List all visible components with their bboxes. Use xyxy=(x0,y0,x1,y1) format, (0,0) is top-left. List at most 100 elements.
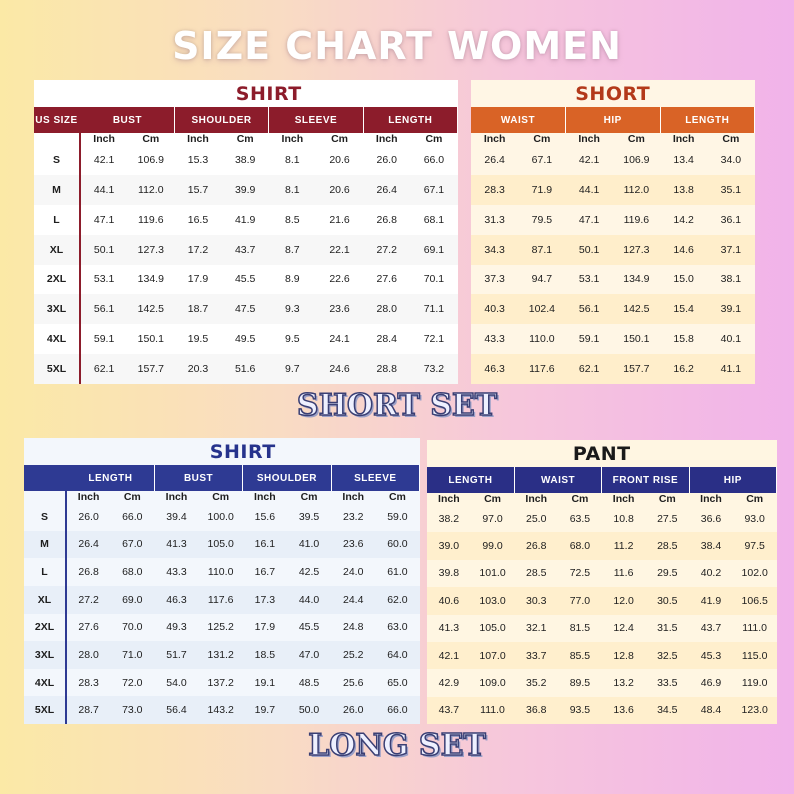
measurement-value: 48.5 xyxy=(286,668,332,697)
table-title: SHORT xyxy=(471,80,755,107)
measurement-value: 24.8 xyxy=(331,613,376,642)
measurement-value: 87.1 xyxy=(518,234,566,265)
measurement-value: 39.1 xyxy=(707,294,755,325)
measurement-header-row: WAIST HIP LENGTH xyxy=(471,107,755,133)
measurement-value: 119.6 xyxy=(127,204,175,235)
measurement-value: 24.0 xyxy=(331,558,376,586)
measurement-value: 51.6 xyxy=(221,354,269,384)
size-label: 2XL xyxy=(34,264,81,295)
measurement-value: 102.4 xyxy=(518,294,566,325)
unit-label: Cm xyxy=(123,491,141,503)
size-label: 5XL xyxy=(34,354,81,384)
blank-cell xyxy=(34,80,80,107)
size-table: SHIRT US SIZE BUST SHOULDER SLEEVE LENGTH Inch… xyxy=(34,80,459,384)
measurement-value: 112.0 xyxy=(612,174,660,205)
measurement-value: 46.3 xyxy=(154,585,199,614)
measurement-value: 15.3 xyxy=(174,145,222,175)
measurement-value: 47.5 xyxy=(221,294,269,325)
short-set-label: SHORT SET xyxy=(296,387,498,424)
measurement-value: 21.6 xyxy=(315,204,364,235)
table-row: XL 50.1 127.3 17.2 43.7 8.7 22.1 27.2 69.1 xyxy=(34,234,458,265)
measurement-value: 41.0 xyxy=(286,530,332,559)
table-title-row: SHORT xyxy=(471,80,755,107)
measurement-header: SHOULDER xyxy=(174,107,270,133)
table-row: 39.8 101.0 28.5 72.5 11.6 29.5 40.2 102.0 xyxy=(427,559,777,588)
measurement-value: 27.2 xyxy=(363,234,411,265)
measurement-value: 97.5 xyxy=(732,532,777,560)
measurement-value: 73.2 xyxy=(410,354,458,384)
short-set-short-table: SHORT WAIST HIP LENGTH Inch Cm Inch Cm Inch Cm 26.… xyxy=(471,80,755,384)
measurement-value: 23.2 xyxy=(331,503,376,531)
measurement-value: 17.9 xyxy=(174,264,222,295)
measurement-value: 14.2 xyxy=(660,204,708,235)
measurement-value: 72.5 xyxy=(558,559,602,588)
measurement-value: 38.9 xyxy=(221,145,269,175)
measurement-value: 72.1 xyxy=(410,324,458,355)
measurement-value: 50.1 xyxy=(80,234,128,265)
measurement-value: 50.0 xyxy=(286,696,332,724)
table-row: 4XL 59.1 150.1 19.5 49.5 9.5 24.1 28.4 72.1 xyxy=(34,324,458,355)
measurement-value: 38.2 xyxy=(427,505,471,533)
measurement-value: 38.4 xyxy=(689,532,733,560)
measurement-value: 9.7 xyxy=(268,354,316,384)
measurement-header: BUST xyxy=(80,107,175,133)
measurement-value: 49.5 xyxy=(221,324,269,355)
measurement-value: 23.6 xyxy=(315,294,364,325)
measurement-header: LENGTH xyxy=(660,107,755,133)
measurement-value: 28.7 xyxy=(66,696,111,724)
measurement-value: 15.4 xyxy=(660,294,708,325)
measurement-value: 18.5 xyxy=(242,641,287,669)
measurement-value: 150.1 xyxy=(612,324,660,355)
size-label: 2XL xyxy=(24,613,67,642)
measurement-value: 39.0 xyxy=(427,532,471,560)
measurement-value: 16.5 xyxy=(174,204,222,235)
measurement-value: 117.6 xyxy=(198,585,243,614)
measurement-value: 26.0 xyxy=(331,696,376,724)
table-row: 43.3 110.0 59.1 150.1 15.8 40.1 xyxy=(471,324,755,355)
measurement-value: 24.1 xyxy=(315,324,364,355)
measurement-value: 42.9 xyxy=(427,669,471,697)
measurement-value: 94.7 xyxy=(518,264,566,295)
measurement-value: 41.9 xyxy=(221,204,269,235)
table-row: S 26.0 66.0 39.4 100.0 15.6 39.5 23.2 59.0 xyxy=(24,503,420,531)
table-row: 2XL 27.6 70.0 49.3 125.2 17.9 45.5 24.8 63.0 xyxy=(24,613,420,642)
unit-label: Cm xyxy=(212,491,230,503)
measurement-value: 26.8 xyxy=(514,532,559,560)
table-row: 2XL 53.1 134.9 17.9 45.5 8.9 22.6 27.6 70.1 xyxy=(34,264,458,295)
measurement-value: 28.3 xyxy=(471,174,519,205)
measurement-value: 119.0 xyxy=(732,669,777,697)
measurement-value: 112.0 xyxy=(127,174,175,205)
measurement-value: 26.0 xyxy=(66,503,111,531)
size-label: 5XL xyxy=(24,696,67,724)
short-set-shirt-table: SHIRT US SIZE BUST SHOULDER SLEEVE LENGTH Inch… xyxy=(34,80,459,384)
measurement-value: 106.5 xyxy=(732,587,777,615)
unit-label: Inch xyxy=(612,493,635,505)
blank-cell xyxy=(24,438,66,465)
unit-label: Inch xyxy=(77,491,100,503)
measurement-value: 28.3 xyxy=(66,668,111,697)
measurement-value: 89.5 xyxy=(558,669,602,697)
measurement-value: 37.1 xyxy=(707,234,755,265)
table-row: 3XL 56.1 142.5 18.7 47.5 9.3 23.6 28.0 71.1 xyxy=(34,294,458,325)
size-table: SHORT WAIST HIP LENGTH Inch Cm Inch Cm Inch Cm 26.… xyxy=(471,80,755,384)
measurement-value: 48.4 xyxy=(689,696,733,724)
measurement-value: 44.0 xyxy=(286,585,332,614)
measurement-value: 11.2 xyxy=(601,532,646,560)
table-row: 43.7 111.0 36.8 93.5 13.6 34.5 48.4 123.0 xyxy=(427,696,777,724)
measurement-value: 34.0 xyxy=(707,145,755,175)
table-row: 4XL 28.3 72.0 54.0 137.2 19.1 48.5 25.6 65.0 xyxy=(24,668,420,697)
unit-label: Inch xyxy=(438,493,460,505)
measurement-header: WAIST xyxy=(514,467,603,493)
table-row: L 26.8 68.0 43.3 110.0 16.7 42.5 24.0 61.0 xyxy=(24,558,420,586)
measurement-value: 23.6 xyxy=(331,530,376,559)
measurement-value: 11.6 xyxy=(601,559,646,588)
unit-label: Cm xyxy=(722,133,740,145)
measurement-value: 35.2 xyxy=(514,669,559,697)
measurement-value: 20.3 xyxy=(174,354,222,384)
measurement-value: 68.1 xyxy=(410,204,458,235)
measurement-value: 46.9 xyxy=(689,669,733,697)
unit-label: Inch xyxy=(700,493,722,505)
measurement-value: 12.8 xyxy=(601,641,646,670)
measurement-value: 15.8 xyxy=(660,324,708,355)
table-title-row: PANT xyxy=(427,440,777,467)
